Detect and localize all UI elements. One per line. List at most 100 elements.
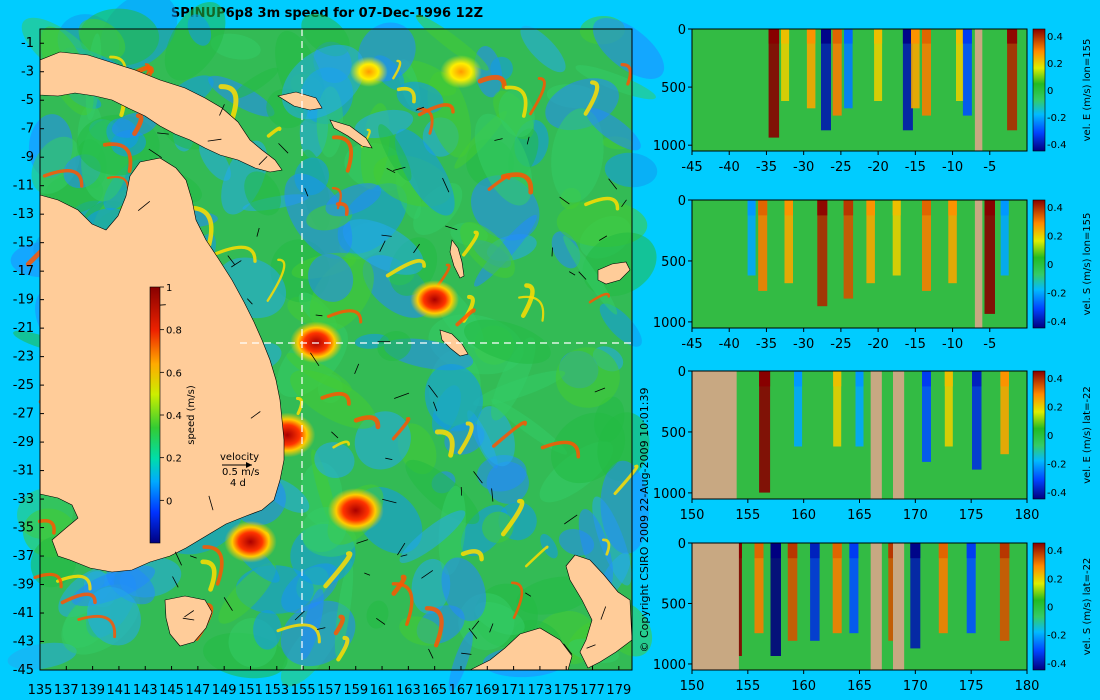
section-band-surface <box>966 543 976 559</box>
section-band <box>1000 371 1009 455</box>
section-x-tick-label: -15 <box>905 337 926 352</box>
speed-field-patch <box>474 113 533 206</box>
eddy-filament <box>396 86 416 104</box>
velocity-arrow <box>621 199 627 208</box>
section-land-mask <box>893 543 905 670</box>
map-y-tick-label: -23 <box>13 350 34 365</box>
eddy-filament <box>461 230 479 257</box>
eddy-filament <box>391 582 414 626</box>
velocity-arrow <box>386 168 396 174</box>
eddy-filament <box>588 292 611 304</box>
section-band-surface <box>1000 200 1009 216</box>
eddy-filament <box>457 421 474 455</box>
eddy-filament <box>77 614 117 639</box>
section-band-surface <box>754 543 764 559</box>
speed-field-patch <box>411 558 451 614</box>
speed-field-patch <box>7 642 77 670</box>
section-colorbar-tick-label: 0.2 <box>1047 59 1063 70</box>
section-band-surface <box>922 29 931 44</box>
section-band <box>832 29 842 116</box>
eddy-filament <box>583 80 600 116</box>
speed-field-patch <box>464 319 551 364</box>
section-band-surface <box>911 29 920 44</box>
section-x-tick-label: -45 <box>681 160 702 175</box>
section-band <box>781 29 790 101</box>
map-y-tick-label: -17 <box>13 264 34 279</box>
high-speed-feature <box>349 56 388 87</box>
speed-field-patch <box>424 363 483 432</box>
section-land-mask <box>870 543 882 670</box>
map-x-tick-label: 173 <box>527 683 552 698</box>
eddy-filament <box>42 168 84 188</box>
land-solomons <box>329 119 373 149</box>
eddy-filament <box>477 74 507 89</box>
section-colorbar-tick-label: -0.4 <box>1047 488 1067 499</box>
section-band <box>922 29 931 116</box>
eddy-filament <box>218 84 239 122</box>
eddy-filament <box>33 572 63 589</box>
section-band-surface <box>768 29 780 44</box>
section-y-tick-label: 500 <box>661 81 686 96</box>
section-colorbar-tick-label: -0.2 <box>1047 113 1067 124</box>
velocity-arrow <box>231 260 242 268</box>
section-colorbar-tick-label: 0 <box>1047 86 1053 97</box>
velocity-arrow <box>137 200 151 212</box>
section-band <box>754 543 764 634</box>
velocity-arrow <box>208 495 214 511</box>
section-x-tick-label: -10 <box>942 160 963 175</box>
map-x-tick-label: 169 <box>475 683 500 698</box>
section-land-mask <box>692 543 739 670</box>
map-y-tick-label: -33 <box>13 492 34 507</box>
section-band-surface <box>1007 29 1018 44</box>
velocity-arrow <box>594 387 606 393</box>
section-frame <box>691 199 1028 329</box>
section-band <box>821 29 831 131</box>
map-y-tick-label: -1 <box>21 36 34 51</box>
section-band <box>810 543 820 641</box>
map-y-tick-label: -21 <box>13 321 34 336</box>
section-band <box>832 543 842 634</box>
speed-field-patch <box>218 562 276 624</box>
section-band-surface <box>910 543 921 559</box>
eddy-filament <box>320 391 351 406</box>
section-y-tick-label: 0 <box>678 23 686 38</box>
eddy-filament <box>391 416 411 441</box>
map-y-tick-label: -15 <box>13 236 34 251</box>
section-band-surface <box>821 29 831 44</box>
map-x-tick-label: 147 <box>185 683 210 698</box>
velocity-arrow <box>598 235 608 241</box>
section-band-surface <box>948 200 957 216</box>
speed-field-patch <box>491 398 568 455</box>
velocity-arrow <box>354 363 360 375</box>
section-colorbar <box>1032 542 1046 671</box>
high-speed-feature <box>290 321 343 364</box>
eddy-filament <box>417 103 455 117</box>
section-band <box>806 29 816 109</box>
section-colorbar <box>1032 28 1046 152</box>
section-colorbar-tick-label: 0.4 <box>1047 374 1063 385</box>
section-x-tick-label: 160 <box>791 679 816 694</box>
eddy-filament <box>266 126 282 138</box>
eddy-filament <box>510 581 524 619</box>
velocity-arrow <box>315 314 323 317</box>
speed-field-patch <box>334 560 354 658</box>
section-frame <box>691 28 1028 152</box>
speed-field-patch <box>604 152 658 188</box>
section-band <box>747 200 756 276</box>
speed-field-patch <box>199 140 231 181</box>
section-band <box>866 200 875 284</box>
velocity-arrow <box>331 431 339 439</box>
section-band-surface <box>817 200 828 216</box>
section-x-tick-label: -20 <box>867 160 888 175</box>
section-y-tick-label: 500 <box>661 255 686 270</box>
section-colorbar-tick-label: -0.4 <box>1047 140 1067 151</box>
velocity-arrow <box>563 643 573 655</box>
speed-field-patch <box>477 454 527 492</box>
section-band <box>984 200 995 314</box>
map-x-tick-label: 149 <box>212 683 237 698</box>
section-band-surface <box>944 371 953 387</box>
land-fiji <box>597 261 631 285</box>
speed-field-patch <box>342 219 424 275</box>
eddy-filament <box>500 498 525 537</box>
section-band <box>843 200 854 299</box>
